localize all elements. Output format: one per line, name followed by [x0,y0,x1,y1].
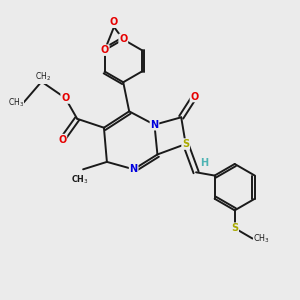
Text: O: O [100,45,109,55]
Text: S: S [182,139,189,149]
Text: CH$_3$: CH$_3$ [71,173,88,186]
Text: O: O [61,93,69,103]
Text: O: O [190,92,199,101]
Text: N: N [130,164,138,174]
Text: CH$_2$: CH$_2$ [35,71,51,83]
Text: N: N [150,120,158,130]
Text: O: O [58,135,66,145]
Text: O: O [119,34,128,44]
Text: S: S [231,223,238,233]
Text: CH$_3$: CH$_3$ [253,232,270,245]
Text: H: H [200,158,208,168]
Text: O: O [110,17,118,28]
Text: CH$_3$: CH$_3$ [8,96,24,109]
